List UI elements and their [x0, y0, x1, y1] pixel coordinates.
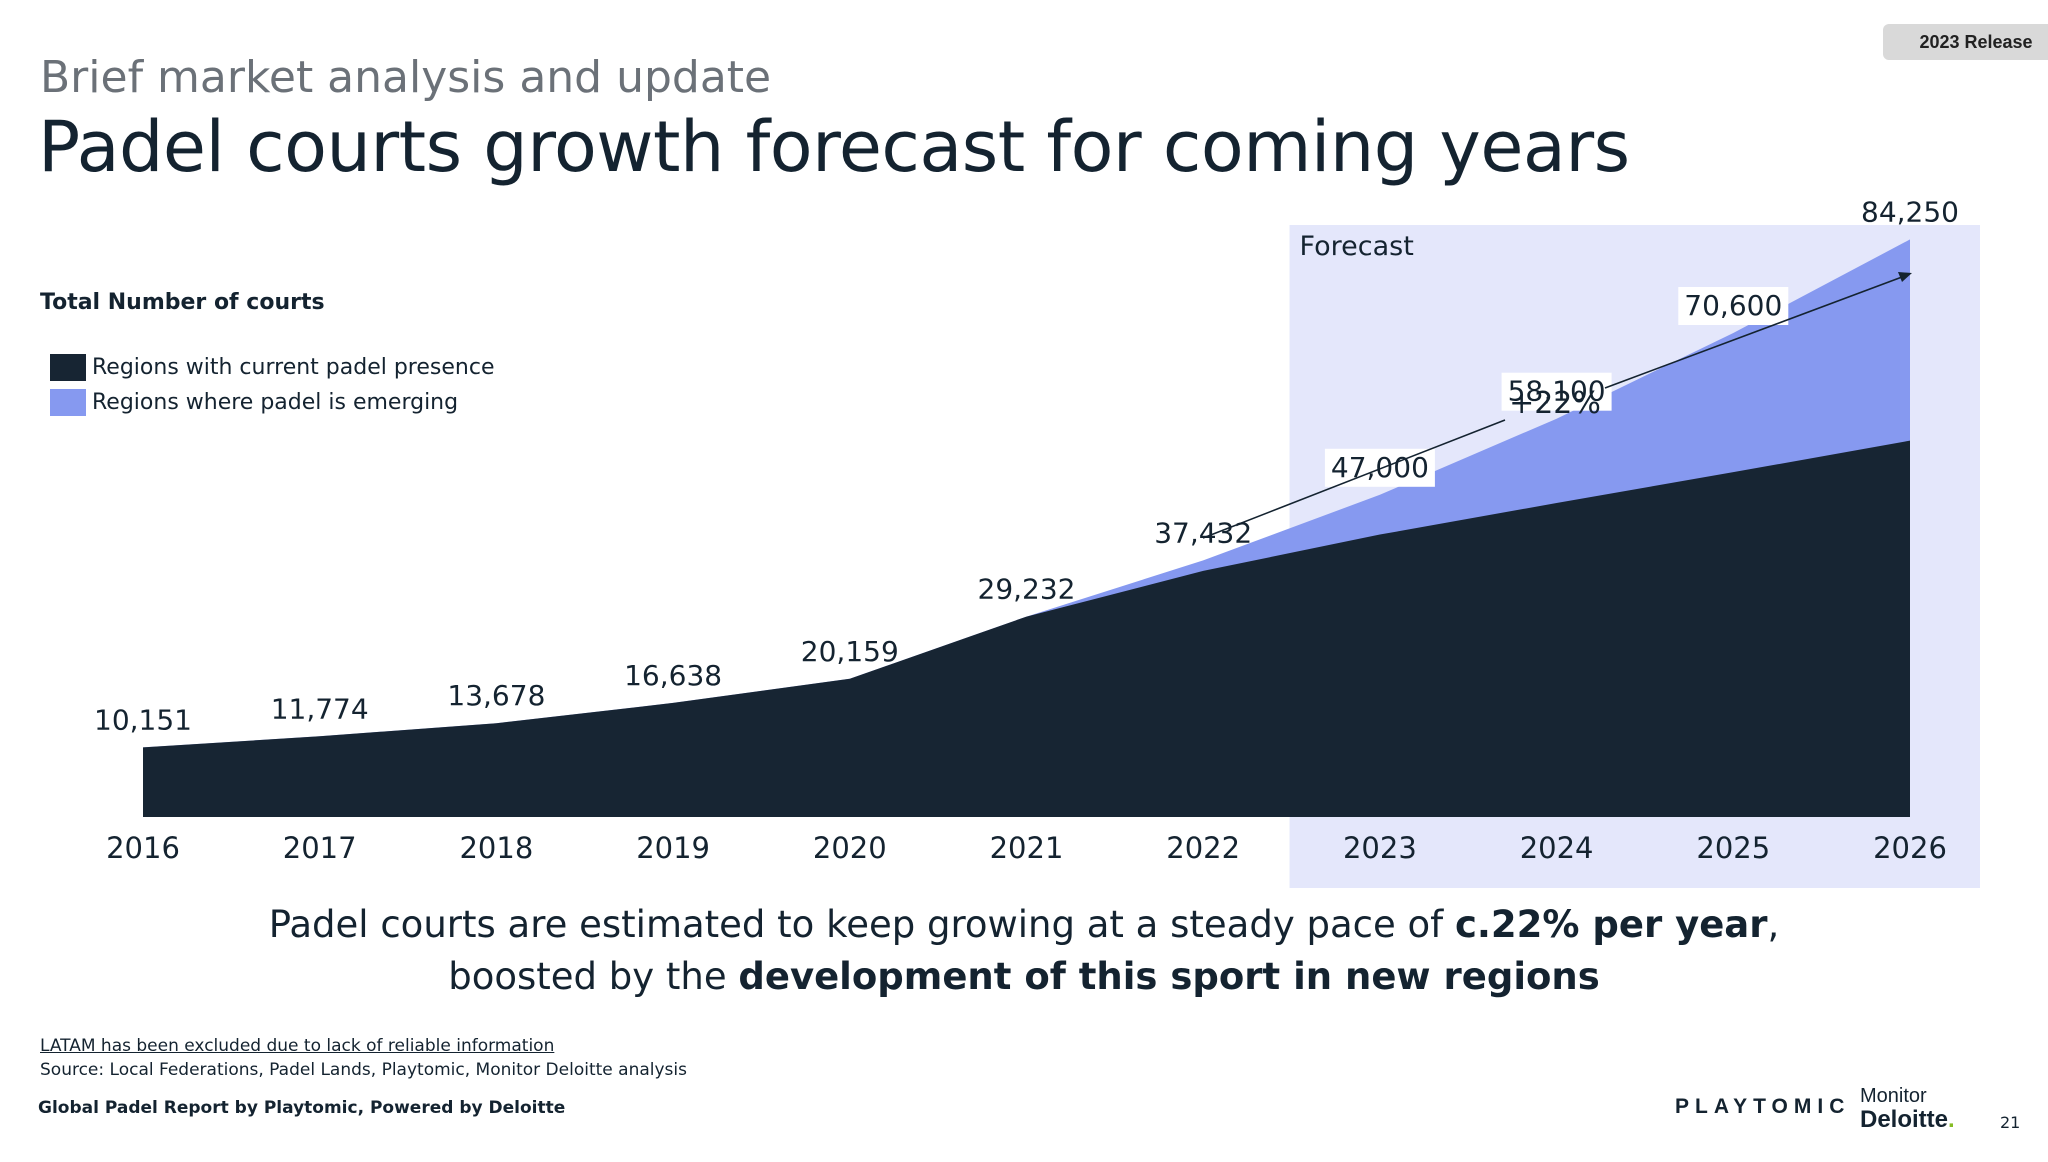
conclusion-text: ,	[1767, 903, 1780, 946]
exclusion-note: LATAM has been excluded due to lack of r…	[40, 1036, 555, 1056]
x-tick-label: 2020	[813, 831, 887, 865]
courts-area-chart: Forecast 10,151 11,774 13,678 16,638 20,159 2…	[94, 195, 1980, 888]
conclusion-highlight: c.22% per year	[1454, 903, 1768, 946]
x-tick-label: 2017	[283, 831, 357, 865]
deloitte-logo: Deloitte.	[1860, 1106, 1955, 1134]
value-label: 58,100	[1508, 375, 1606, 408]
value-label: 70,600	[1684, 289, 1782, 322]
x-tick-label: 2025	[1696, 831, 1770, 865]
conclusion-highlight: development of this sport in new regions	[738, 955, 1600, 998]
release-badge: 2023 Release	[1883, 24, 2048, 60]
conclusion-text: boosted by the	[448, 955, 739, 998]
value-label: 37,432	[1154, 516, 1252, 549]
trend-arrow-line	[1202, 419, 1506, 539]
value-label: 20,159	[801, 635, 899, 668]
x-tick-label: 2019	[636, 831, 710, 865]
x-tick-label: 2024	[1520, 831, 1594, 865]
legend-item-emerging: Regions where padel is emerging	[50, 389, 458, 416]
value-label: 10,151	[94, 703, 192, 736]
monitor-logo-text: Monitor	[1860, 1085, 1927, 1107]
playtomic-logo: PLAYTOMIC	[1675, 1095, 1851, 1118]
x-tick-label: 2023	[1343, 831, 1417, 865]
conclusion-line-2: boosted by the development of this sport…	[0, 955, 2048, 998]
trend-arrow-line	[1604, 276, 1903, 389]
page-title: Padel courts growth forecast for coming …	[38, 106, 1630, 188]
x-tick-label: 2021	[990, 831, 1064, 865]
deloitte-logo-text: Deloitte	[1860, 1106, 1949, 1133]
x-tick-label: 2022	[1166, 831, 1240, 865]
legend-label-current: Regions with current padel presence	[92, 355, 495, 380]
x-tick-label: 2016	[106, 831, 180, 865]
page-number: 21	[2000, 1113, 2021, 1132]
legend-title: Total Number of courts	[40, 290, 325, 315]
legend-swatch-emerging	[50, 389, 86, 416]
footer-credit: Global Padel Report by Playtomic, Powere…	[38, 1098, 566, 1118]
value-label: 16,638	[624, 659, 722, 692]
value-label: 29,232	[978, 573, 1076, 606]
legend-label-emerging: Regions where padel is emerging	[92, 390, 459, 415]
value-label: 13,678	[447, 679, 545, 712]
conclusion-line-1: Padel courts are estimated to keep growi…	[0, 903, 2048, 946]
x-tick-label: 2018	[459, 831, 533, 865]
page-subtitle: Brief market analysis and update	[40, 52, 772, 103]
value-label-bg	[1501, 372, 1612, 411]
legend-item-current: Regions with current padel presence	[50, 354, 494, 381]
conclusion-text: Padel courts are estimated to keep growi…	[268, 903, 1455, 946]
growth-annotation: +22%	[1509, 386, 1601, 421]
value-label: 84,250	[1861, 195, 1959, 228]
value-label: 11,774	[271, 692, 369, 725]
value-label-bg	[1678, 286, 1789, 325]
trend-arrow-head	[1898, 272, 1912, 282]
legend-swatch-current	[50, 354, 86, 381]
source-note: Source: Local Federations, Padel Lands, …	[40, 1060, 687, 1080]
x-tick-label: 2026	[1873, 831, 1947, 865]
forecast-label: Forecast	[1300, 231, 1414, 262]
deloitte-logo-dot: .	[1948, 1106, 1955, 1133]
area-series-current	[143, 440, 1910, 817]
